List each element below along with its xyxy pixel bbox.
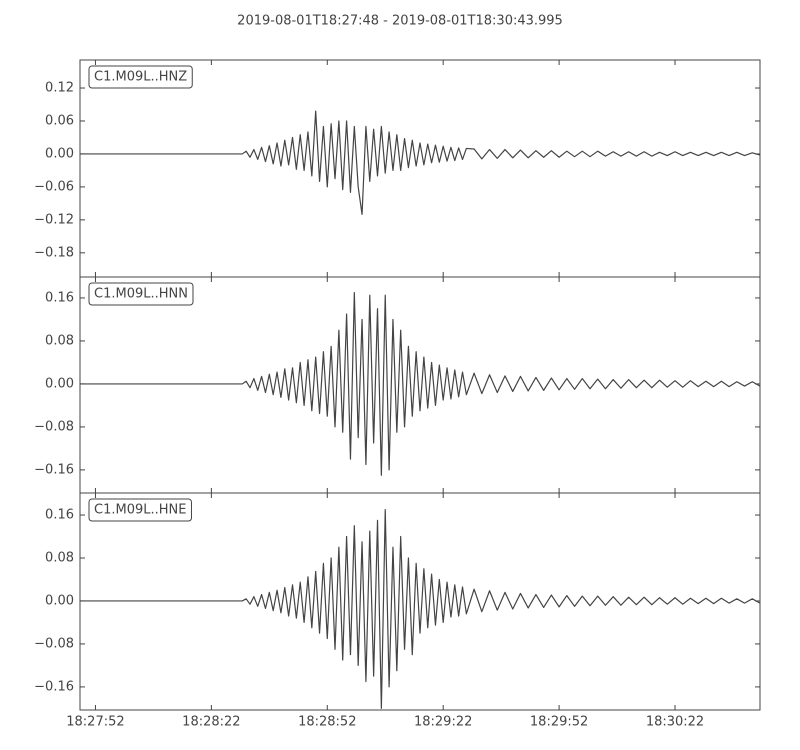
chart-title: 2019-08-01T18:27:48 - 2019-08-01T18:30:4… bbox=[237, 14, 563, 29]
y-tick-label: 0.16 bbox=[45, 290, 74, 305]
y-tick-label: −0.16 bbox=[34, 679, 74, 694]
panel-frame bbox=[79, 276, 761, 494]
waveform bbox=[80, 291, 761, 476]
y-tick-label: −0.18 bbox=[34, 245, 74, 260]
y-tick-label: 0.08 bbox=[45, 333, 74, 348]
trace-label: C1.M09L..HNZ bbox=[94, 70, 187, 85]
x-tick-label: 18:30:22 bbox=[646, 715, 704, 730]
trace-label: C1.M09L..HNN bbox=[94, 287, 188, 302]
waveform bbox=[80, 509, 761, 709]
y-tick-label: 0.00 bbox=[45, 593, 74, 608]
y-tick-label: −0.12 bbox=[34, 212, 74, 227]
x-tick-label: 18:28:52 bbox=[298, 715, 356, 730]
panel-frame bbox=[79, 59, 761, 278]
x-tick-label: 18:28:22 bbox=[182, 715, 240, 730]
label-box bbox=[88, 282, 194, 306]
y-tick-label: 0.00 bbox=[45, 146, 74, 161]
y-tick-label: −0.06 bbox=[34, 179, 74, 194]
label-box bbox=[88, 498, 192, 522]
y-tick-label: 0.08 bbox=[45, 550, 74, 565]
y-tick-label: 0.12 bbox=[45, 81, 74, 96]
y-tick-label: −0.08 bbox=[34, 419, 74, 434]
y-tick-label: 0.00 bbox=[45, 376, 74, 391]
x-tick-label: 18:29:22 bbox=[414, 715, 472, 730]
panel-frame bbox=[79, 492, 761, 711]
x-tick-label: 18:27:52 bbox=[66, 715, 124, 730]
trace-label: C1.M09L..HNE bbox=[94, 503, 186, 518]
label-box bbox=[88, 65, 193, 89]
y-tick-label: −0.16 bbox=[34, 462, 74, 477]
y-tick-label: −0.08 bbox=[34, 636, 74, 651]
y-tick-label: 0.06 bbox=[45, 113, 74, 128]
waveform bbox=[80, 110, 761, 215]
y-tick-label: 0.16 bbox=[45, 508, 74, 523]
x-tick-label: 18:29:52 bbox=[530, 715, 588, 730]
